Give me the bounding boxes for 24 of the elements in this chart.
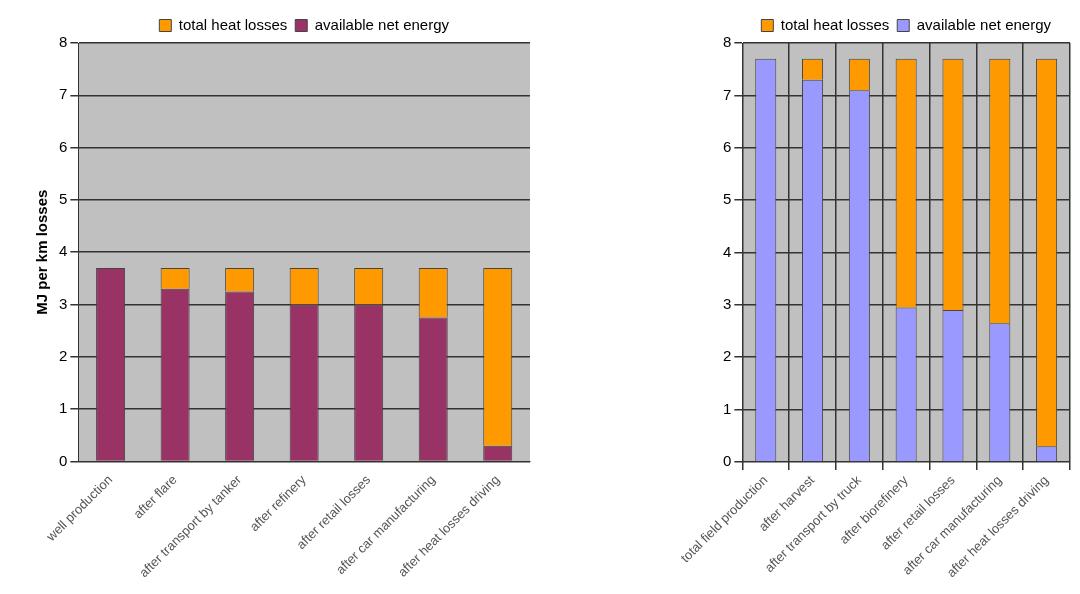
y-axis-title: MJ per km losses	[33, 189, 51, 315]
legend-label: total heat losses	[780, 15, 890, 33]
legend-label: available net energy	[916, 15, 1052, 33]
x-tick-label: after flare	[130, 471, 180, 522]
y-tick-label: 4	[723, 242, 732, 260]
y-tick-label: 0	[59, 451, 68, 469]
y-tick-label: 2	[59, 346, 68, 364]
y-tick-label: 5	[723, 190, 732, 208]
y-tick-label: 8	[59, 33, 68, 51]
y-tick-label: 5	[59, 190, 68, 208]
y-tick-label: 1	[723, 399, 732, 417]
y-tick-label: 3	[59, 294, 68, 312]
y-tick-label: 1	[59, 399, 68, 417]
y-tick-label: 7	[59, 85, 68, 103]
y-tick-label: 6	[59, 137, 68, 155]
y-tick-label: 6	[723, 137, 732, 155]
legend-label: total heat losses	[178, 15, 288, 33]
y-tick-label: 3	[723, 294, 732, 312]
y-tick-label: 2	[723, 347, 732, 365]
legend-label: available net energy	[314, 15, 450, 33]
y-tick-label: 0	[723, 452, 732, 470]
y-tick-label: 8	[723, 33, 732, 51]
y-tick-label: 4	[59, 242, 68, 260]
y-tick-label: 7	[723, 85, 732, 103]
